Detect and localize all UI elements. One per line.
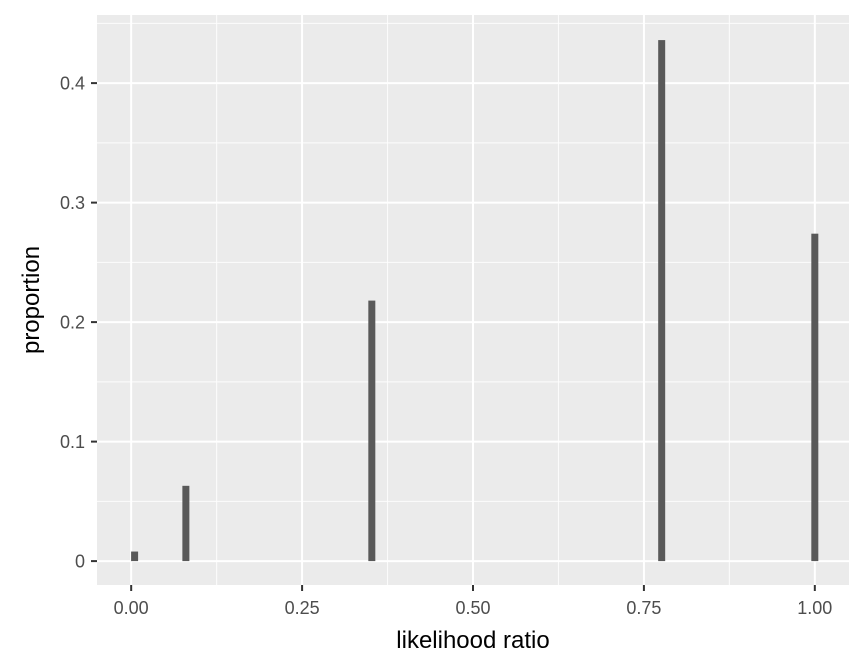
y-tick-label: 0.2 [60, 313, 85, 333]
x-axis-title: likelihood ratio [396, 627, 549, 654]
bars [131, 40, 819, 562]
bar [811, 233, 819, 562]
bar [368, 300, 376, 562]
y-tick-label: 0.4 [60, 74, 85, 94]
bar [182, 485, 190, 562]
x-tick-label: 0.00 [114, 598, 149, 618]
bar [131, 551, 139, 562]
x-tick-label: 0.75 [626, 598, 661, 618]
x-tick-label: 1.00 [797, 598, 832, 618]
y-axis: 0 0.1 0.2 0.3 0.4 [60, 74, 97, 572]
x-tick-label: 0.50 [455, 598, 490, 618]
y-axis-title: proportion [18, 246, 45, 354]
y-tick-label: 0 [75, 552, 85, 572]
bar [658, 40, 666, 562]
x-axis: 0.00 0.25 0.50 0.75 1.00 [114, 585, 832, 618]
x-tick-label: 0.25 [285, 598, 320, 618]
y-tick-label: 0.1 [60, 432, 85, 452]
y-tick-label: 0.3 [60, 193, 85, 213]
